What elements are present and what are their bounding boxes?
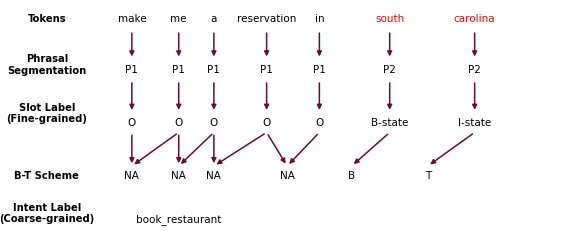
Text: book_restaurant: book_restaurant: [136, 213, 222, 224]
Text: Phrasal
Segmentation: Phrasal Segmentation: [7, 54, 87, 76]
Text: O: O: [175, 117, 183, 128]
Text: make: make: [118, 13, 146, 24]
Text: south: south: [375, 13, 404, 24]
Text: me: me: [171, 13, 187, 24]
Text: NA: NA: [124, 170, 139, 181]
Text: a: a: [211, 13, 217, 24]
Text: O: O: [315, 117, 323, 128]
Text: O: O: [263, 117, 271, 128]
Text: reservation: reservation: [237, 13, 297, 24]
Text: O: O: [128, 117, 136, 128]
Text: carolina: carolina: [454, 13, 496, 24]
Text: B-state: B-state: [371, 117, 408, 128]
Text: P1: P1: [313, 64, 326, 74]
Text: P1: P1: [125, 64, 138, 74]
Text: I-state: I-state: [458, 117, 491, 128]
Text: P2: P2: [468, 64, 481, 74]
Text: NA: NA: [280, 170, 295, 181]
Text: Slot Label
(Fine-grained): Slot Label (Fine-grained): [6, 102, 87, 124]
Text: O: O: [210, 117, 218, 128]
Text: Intent Label
(Coarse-grained): Intent Label (Coarse-grained): [0, 202, 94, 223]
Text: NA: NA: [171, 170, 186, 181]
Text: P1: P1: [207, 64, 220, 74]
Text: B: B: [348, 170, 355, 181]
Text: Tokens: Tokens: [28, 13, 66, 24]
Text: B-T Scheme: B-T Scheme: [15, 170, 79, 181]
Text: NA: NA: [206, 170, 222, 181]
Text: P1: P1: [172, 64, 185, 74]
Text: P1: P1: [260, 64, 273, 74]
Text: T: T: [425, 170, 431, 181]
Text: in: in: [315, 13, 324, 24]
Text: P2: P2: [383, 64, 396, 74]
